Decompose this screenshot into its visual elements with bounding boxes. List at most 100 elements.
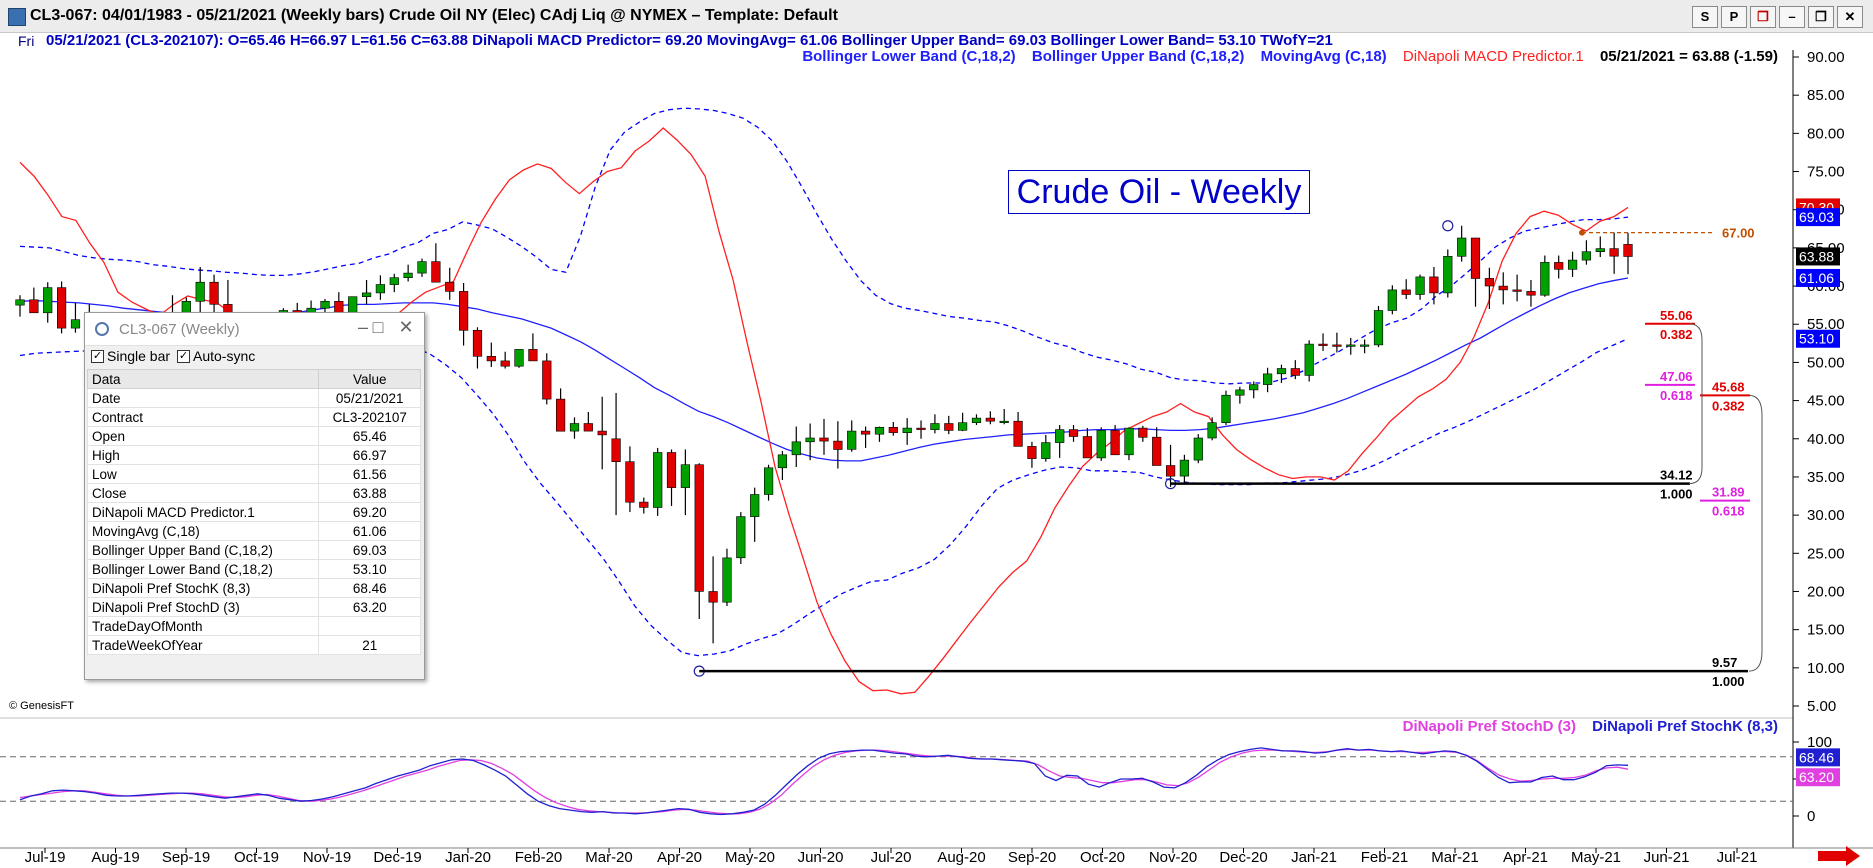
single-bar-checkbox[interactable]: ✓ xyxy=(91,350,104,363)
s-button[interactable]: S xyxy=(1692,6,1718,28)
time-label: Nov-19 xyxy=(303,849,351,866)
minimize-button[interactable]: – xyxy=(1779,6,1805,28)
time-label: Jul-19 xyxy=(25,849,66,866)
single-bar-label[interactable]: Single bar xyxy=(107,348,171,364)
price-tick-label: 30.00 xyxy=(1807,507,1845,524)
header-data[interactable]: Data xyxy=(86,369,320,389)
data-table: Data Value Date 05/21/2021 Contract CL3-202… xyxy=(86,369,421,655)
detach-icon[interactable]: ❐ xyxy=(1750,6,1776,28)
candle-body xyxy=(722,557,732,603)
maximize-icon[interactable]: □ xyxy=(372,317,384,337)
window-titlebar[interactable]: CL3-067: 04/01/1983 - 05/21/2021 (Weekly… xyxy=(0,0,1873,33)
data-window-titlebar[interactable]: CL3-067 (Weekly) – □ ✕ xyxy=(85,313,424,346)
legend-stoch-d[interactable]: DiNapoli Pref StochD (3) xyxy=(1402,718,1576,735)
close-button[interactable]: ✕ xyxy=(1837,6,1863,28)
legend-stoch-k[interactable]: DiNapoli Pref StochK (8,3) xyxy=(1592,718,1778,735)
fib-bracket xyxy=(1748,394,1763,672)
row-value xyxy=(318,616,421,636)
candle-body xyxy=(833,440,843,450)
table-row[interactable]: Bollinger Upper Band (C,18,2) 69.03 xyxy=(86,540,421,560)
candle-body xyxy=(1235,389,1245,396)
minimize-icon[interactable]: – xyxy=(357,317,368,337)
candle-body xyxy=(1484,278,1494,287)
candle-body xyxy=(417,261,427,274)
fib-ratio-label: 1.000 xyxy=(1712,674,1745,689)
legend-lower-band[interactable]: Bollinger Lower Band (C,18,2) xyxy=(802,48,1016,65)
table-row[interactable]: Bollinger Lower Band (C,18,2) 53.10 xyxy=(86,559,421,579)
candle-body xyxy=(1304,343,1314,376)
candle-body xyxy=(320,300,330,309)
row-value: 66.97 xyxy=(318,445,421,465)
legend-moving-avg[interactable]: MovingAvg (C,18) xyxy=(1260,48,1387,65)
candle-body xyxy=(1387,289,1397,311)
table-row[interactable]: Contract CL3-202107 xyxy=(86,407,421,427)
candle-body xyxy=(777,454,787,469)
row-value: 68.46 xyxy=(318,578,421,598)
table-row[interactable]: DiNapoli Pref StochD (3) 63.20 xyxy=(86,597,421,617)
fib-level-label: 31.89 xyxy=(1712,485,1745,500)
candle-body xyxy=(70,319,81,329)
candle-body xyxy=(694,464,704,592)
time-label: May-20 xyxy=(725,849,775,866)
bar-day: Fri xyxy=(18,33,35,49)
candle-body xyxy=(209,281,219,305)
table-row[interactable]: MovingAvg (C,18) 61.06 xyxy=(86,521,421,541)
candle-body xyxy=(472,329,483,357)
candle-body xyxy=(1124,427,1134,456)
candle-body xyxy=(1179,459,1189,477)
row-label: Low xyxy=(86,464,320,484)
price-tick-label: 85.00 xyxy=(1807,87,1845,104)
candle-body xyxy=(1595,248,1605,253)
auto-sync-label[interactable]: Auto-sync xyxy=(193,348,256,364)
candle-body xyxy=(708,591,718,603)
data-window[interactable]: CL3-067 (Weekly) – □ ✕ ✓ Single bar ✓ Au… xyxy=(84,312,425,680)
table-row[interactable]: TradeWeekOfYear 21 xyxy=(86,635,421,655)
row-value: 69.03 xyxy=(318,540,421,560)
row-value: 69.20 xyxy=(318,502,421,522)
candle-body xyxy=(1429,276,1439,294)
candle-body xyxy=(1373,310,1384,346)
stoch-d-line xyxy=(19,748,1629,815)
row-value: 05/21/2021 xyxy=(318,388,421,408)
stoch-badge-label: 68.46 xyxy=(1799,749,1834,765)
candle-body xyxy=(431,261,441,283)
table-row[interactable]: TradeDayOfMonth xyxy=(86,616,421,636)
price-badge xyxy=(1796,329,1840,348)
auto-sync-checkbox[interactable]: ✓ xyxy=(177,350,190,363)
window-title: CL3-067: 04/01/1983 - 05/21/2021 (Weekly… xyxy=(30,7,838,24)
candle-body xyxy=(999,420,1009,424)
table-row[interactable]: Low 61.56 xyxy=(86,464,421,484)
table-row[interactable]: Date 05/21/2021 xyxy=(86,388,421,408)
candle-body xyxy=(1193,437,1203,461)
window-controls: S P ❐ – ❐ ✕ xyxy=(1692,6,1863,28)
price-tick-label: 25.00 xyxy=(1807,545,1845,562)
restore-button[interactable]: ❐ xyxy=(1808,6,1834,28)
candle-body xyxy=(1540,262,1550,296)
close-icon[interactable]: ✕ xyxy=(398,317,414,337)
candle-body xyxy=(985,417,995,422)
candle-body xyxy=(195,281,205,302)
legend-macd[interactable]: DiNapoli MACD Predictor.1 xyxy=(1402,48,1584,65)
table-row[interactable]: DiNapoli Pref StochK (8,3) 68.46 xyxy=(86,578,421,598)
time-label: Jan-21 xyxy=(1291,849,1337,866)
table-row[interactable]: Open 65.46 xyxy=(86,426,421,446)
row-value: 53.10 xyxy=(318,559,421,579)
time-label: Jun-20 xyxy=(798,849,844,866)
price-badge xyxy=(1796,247,1840,266)
stoch-badge xyxy=(1796,768,1840,787)
candle-body xyxy=(611,438,621,462)
time-label: Dec-20 xyxy=(1219,849,1267,866)
candle-body xyxy=(847,430,857,450)
candle-body xyxy=(389,277,399,285)
chart-title[interactable]: Crude Oil - Weekly xyxy=(1008,170,1310,214)
header-value[interactable]: Value xyxy=(318,369,421,389)
legend-upper-band[interactable]: Bollinger Upper Band (C,18,2) xyxy=(1031,48,1245,65)
table-row[interactable]: High 66.97 xyxy=(86,445,421,465)
table-row[interactable]: DiNapoli MACD Predictor.1 69.20 xyxy=(86,502,421,522)
candle-body xyxy=(944,423,954,431)
candle-body xyxy=(653,452,663,508)
table-row[interactable]: Close 63.88 xyxy=(86,483,421,503)
candle-body xyxy=(1068,429,1079,437)
p-button[interactable]: P xyxy=(1721,6,1747,28)
candle-body xyxy=(1110,430,1120,456)
